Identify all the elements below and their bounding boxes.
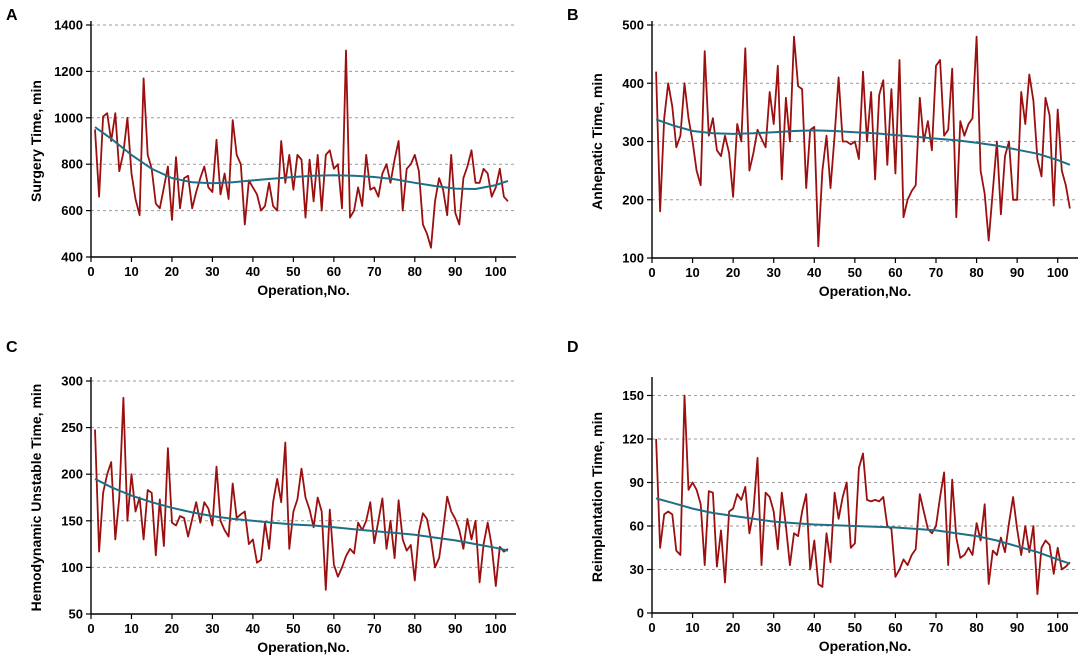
x-tick-label: 60 — [888, 265, 902, 280]
y-tick-label: 150 — [61, 513, 83, 528]
x-axis-title: Operation,No. — [819, 283, 912, 299]
trend-series-line — [94, 478, 509, 552]
y-tick-label: 500 — [622, 18, 644, 33]
x-tick-label: 90 — [448, 621, 462, 636]
y-tick-label: 100 — [622, 251, 644, 266]
trend-series-line — [655, 497, 1071, 565]
x-tick-label: 60 — [327, 621, 341, 636]
x-tick-label: 20 — [726, 620, 740, 635]
y-axis-title: Reimplantation Time, min — [589, 412, 605, 582]
x-tick-label: 90 — [448, 264, 462, 279]
x-tick-label: 50 — [848, 265, 862, 280]
x-axis-title: Operation,No. — [257, 282, 350, 298]
y-tick-label: 1000 — [54, 110, 83, 125]
x-tick-label: 60 — [888, 620, 902, 635]
y-tick-label: 400 — [622, 76, 644, 91]
x-tick-label: 30 — [205, 621, 219, 636]
y-tick-label: 200 — [622, 192, 644, 207]
y-tick-label: 400 — [61, 250, 83, 265]
x-tick-label: 10 — [124, 264, 138, 279]
x-tick-label: 80 — [969, 620, 983, 635]
x-tick-label: 0 — [648, 265, 655, 280]
x-tick-label: 10 — [685, 620, 699, 635]
y-tick-label: 50 — [69, 607, 83, 622]
x-tick-label: 30 — [205, 264, 219, 279]
x-tick-label: 80 — [408, 621, 422, 636]
observed-series-line — [94, 49, 509, 249]
x-tick-label: 0 — [87, 264, 94, 279]
x-tick-label: 30 — [766, 265, 780, 280]
x-tick-label: 40 — [807, 265, 821, 280]
y-tick-label: 1400 — [54, 18, 83, 33]
panel-a: A 400 600 800 1000 1200 1400 0 10 20 30 40 50 60 70 80… — [6, 7, 516, 298]
y-tick-label: 300 — [622, 134, 644, 149]
x-tick-label: 90 — [1010, 265, 1024, 280]
observed-series-line — [655, 394, 1071, 595]
x-axis-title: Operation,No. — [257, 639, 350, 655]
x-tick-label: 70 — [929, 265, 943, 280]
x-tick-label: 40 — [246, 264, 260, 279]
x-tick-label: 70 — [929, 620, 943, 635]
x-tick-label: 0 — [87, 621, 94, 636]
x-tick-label: 0 — [648, 620, 655, 635]
observed-series-line — [655, 35, 1071, 248]
trend-series-line — [94, 126, 509, 191]
x-tick-label: 20 — [165, 621, 179, 636]
x-tick-label: 10 — [685, 265, 699, 280]
panel-letter-c: C — [6, 339, 18, 356]
x-tick-label: 60 — [327, 264, 341, 279]
x-tick-label: 70 — [367, 621, 381, 636]
y-tick-label: 150 — [622, 388, 644, 403]
chart-surgery-time: 400 600 800 1000 1200 1400 0 10 20 30 40 50 60 70 80 90… — [28, 18, 516, 298]
y-tick-label: 200 — [61, 467, 83, 482]
x-tick-label: 90 — [1010, 620, 1024, 635]
y-axis-title: Surgery Time, min — [28, 80, 44, 202]
x-axis-title: Operation,No. — [819, 638, 912, 654]
y-tick-label: 800 — [61, 157, 83, 172]
panel-d: D 0 30 60 90 120 150 0 10 20 30 40 50 60 70 80 90 100 Ope… — [567, 339, 1078, 654]
x-tick-label: 20 — [165, 264, 179, 279]
x-tick-label: 100 — [485, 621, 507, 636]
x-tick-label: 20 — [726, 265, 740, 280]
y-tick-label: 100 — [61, 560, 83, 575]
panel-letter-d: D — [567, 339, 579, 356]
chart-reimplantation-time: 0 30 60 90 120 150 0 10 20 30 40 50 60 70 80 90 100 Opera… — [589, 377, 1078, 654]
trend-series-line — [655, 118, 1071, 166]
observed-series-line — [94, 396, 509, 591]
panel-c: C 50 100 150 200 250 300 0 10 20 30 40 50 60 70 80 90 10… — [6, 339, 516, 655]
x-tick-label: 40 — [246, 621, 260, 636]
y-tick-label: 30 — [630, 562, 644, 577]
x-tick-label: 50 — [286, 264, 300, 279]
y-tick-label: 250 — [61, 420, 83, 435]
chart-anhepatic-time: 100 200 300 400 500 0 10 20 30 40 50 60 70 80 90 100 Ope… — [589, 18, 1078, 299]
y-tick-label: 0 — [637, 606, 644, 621]
panel-letter-b: B — [567, 7, 579, 24]
x-tick-label: 80 — [408, 264, 422, 279]
y-axis-title: Hemodynamic Unstable Time, min — [28, 384, 44, 612]
x-tick-label: 40 — [807, 620, 821, 635]
x-tick-label: 50 — [286, 621, 300, 636]
x-tick-label: 70 — [367, 264, 381, 279]
y-tick-label: 120 — [622, 432, 644, 447]
y-tick-label: 600 — [61, 203, 83, 218]
x-tick-label: 50 — [848, 620, 862, 635]
panel-b: B 100 200 300 400 500 0 10 20 30 40 50 60 70 80 90 100 O… — [567, 7, 1078, 299]
x-tick-label: 30 — [766, 620, 780, 635]
x-tick-label: 10 — [124, 621, 138, 636]
chart-hemodynamic-unstable-time: 50 100 150 200 250 300 0 10 20 30 40 50 60 70 80 90 100 O… — [28, 374, 516, 655]
y-tick-label: 90 — [630, 475, 644, 490]
x-tick-label: 80 — [969, 265, 983, 280]
y-tick-label: 60 — [630, 519, 644, 534]
y-tick-label: 300 — [61, 374, 83, 389]
x-tick-label: 100 — [1047, 620, 1069, 635]
x-tick-label: 100 — [1047, 265, 1069, 280]
y-axis-title: Anhepatic Time, min — [589, 73, 605, 210]
y-tick-label: 1200 — [54, 64, 83, 79]
x-tick-label: 100 — [485, 264, 507, 279]
panel-letter-a: A — [6, 7, 18, 24]
